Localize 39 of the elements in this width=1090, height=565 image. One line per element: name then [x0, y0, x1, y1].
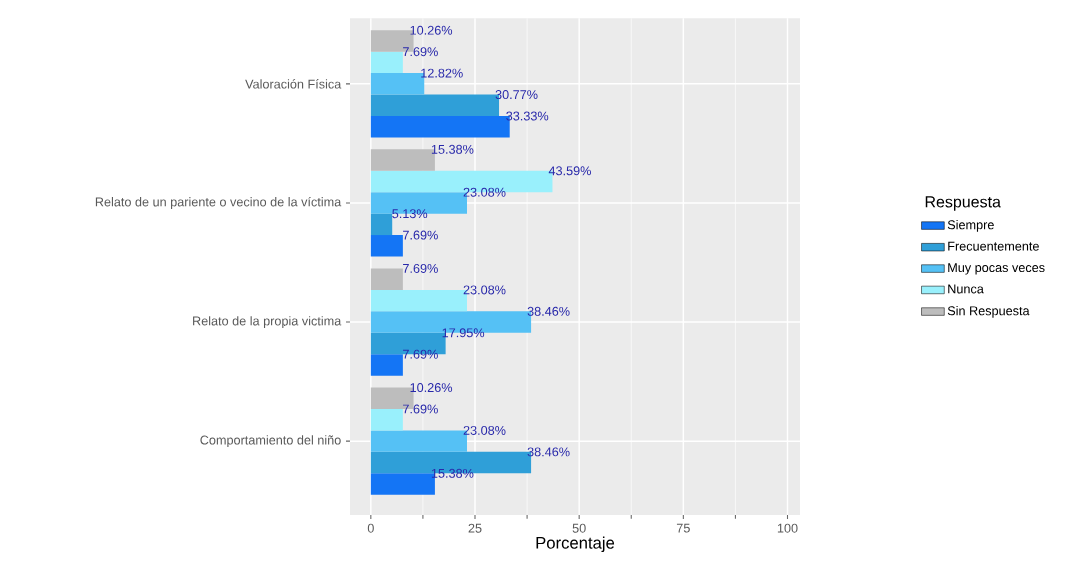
- legend-label: Nunca: [948, 284, 984, 294]
- data-label: 5.13%: [392, 209, 428, 219]
- legend-label: Muy pocas veces: [948, 263, 1045, 275]
- legend-label: Siempre: [947, 219, 994, 232]
- data-label: 23.08%: [463, 425, 506, 435]
- data-label: 7.69%: [403, 230, 438, 240]
- data-label: 33.33%: [506, 111, 549, 121]
- x-tick-label: 50: [572, 523, 586, 533]
- x-tick-label: 75: [676, 523, 690, 533]
- bar: [370, 235, 403, 257]
- data-label: 15.38%: [431, 144, 474, 154]
- data-label: 23.08%: [463, 187, 506, 197]
- bar: [370, 354, 403, 376]
- bar: [370, 409, 403, 431]
- bar: [370, 268, 403, 290]
- data-label: 10.26%: [410, 383, 453, 393]
- data-label: 30.77%: [495, 90, 538, 100]
- y-tick-label: Valoración Física: [245, 79, 342, 89]
- data-label: 7.69%: [403, 263, 438, 273]
- legend-label: Sin Respuesta: [947, 305, 1030, 318]
- legend-label: Frecuentemente: [948, 241, 1039, 251]
- data-label: 10.26%: [410, 25, 453, 35]
- x-tick-label: 25: [468, 523, 482, 533]
- data-label: 12.82%: [421, 68, 463, 78]
- data-label: 7.69%: [403, 47, 438, 57]
- data-label: 7.69%: [403, 404, 438, 414]
- x-axis-title: Porcentaje: [536, 536, 615, 553]
- legend-title: Respuesta: [925, 196, 1001, 211]
- data-label: 43.59%: [548, 166, 591, 176]
- x-tick-label: 100: [777, 523, 798, 533]
- bar: [370, 51, 403, 74]
- y-tick-label: Comportamiento del niño: [200, 435, 341, 448]
- bar: [370, 213, 393, 236]
- data-label: 38.46%: [527, 306, 570, 316]
- y-tick-label: Relato de un pariente o vecino de la víctima: [95, 196, 342, 209]
- y-tick-label: Relato de la propia victima: [193, 316, 342, 328]
- x-tick-label: 0: [367, 523, 374, 533]
- data-label: 38.46%: [527, 447, 570, 457]
- data-label: 23.08%: [463, 285, 506, 295]
